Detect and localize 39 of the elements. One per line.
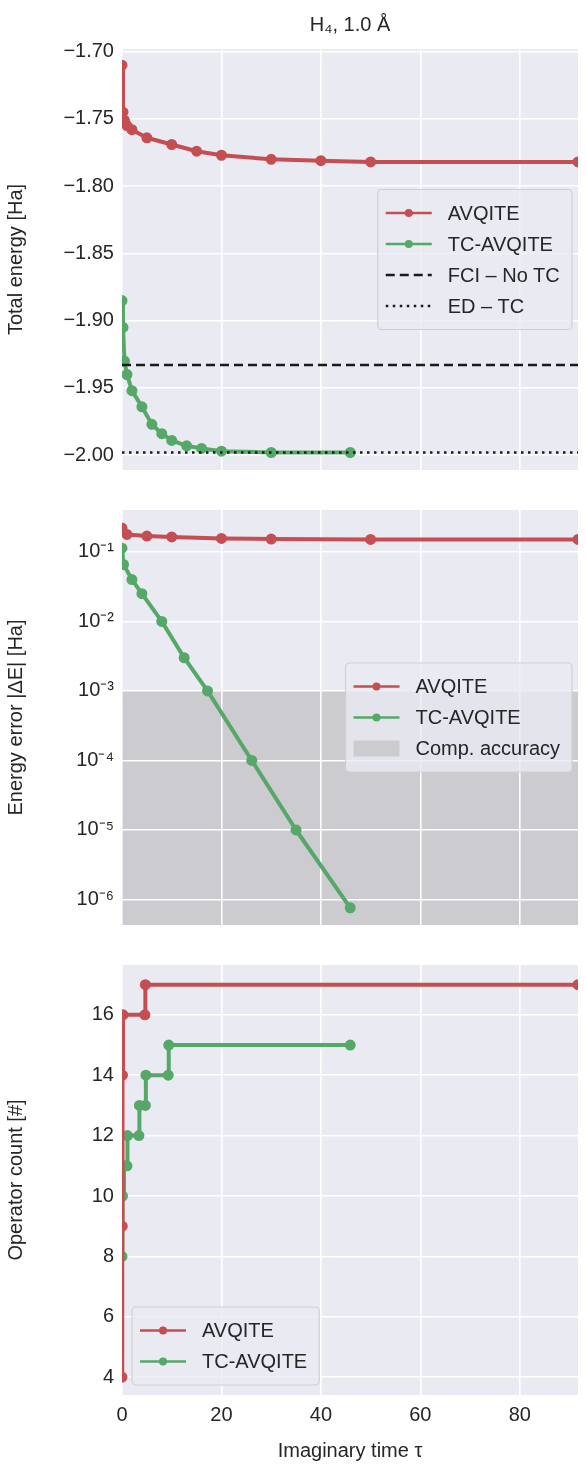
legend-label: TC-AVQITE [202,1350,308,1373]
chart-title: H₄, 1.0 Å [309,12,391,35]
y-tick-label: 16 [91,1002,114,1025]
y-axis-title: Energy error |ΔE| [Ha] [3,619,26,816]
y-tick-label: 10⁻² [78,608,115,631]
y-tick-label: 10⁻³ [78,678,115,701]
x-tick-label: 40 [309,1402,333,1425]
x-axis-title: Imaginary time τ [277,1438,423,1461]
band-label: Comp. accuracy [415,737,561,760]
y-tick-label: 10⁻⁶ [76,887,114,910]
y-axis-title: Operator count [#] [3,1099,26,1261]
x-tick-label: 20 [210,1402,233,1425]
y-tick-label: −1.75 [63,106,114,129]
y-tick-label: 10⁻¹ [78,539,115,562]
y-tick-label: 12 [91,1123,114,1146]
x-tick-label: 80 [508,1402,531,1425]
legend-label: ED – TC [447,294,525,317]
y-tick-label: 10 [91,1183,114,1206]
legend-label: FCI – No TC [447,263,560,286]
y-tick-label: 10⁻⁵ [76,817,114,840]
y-axis-title: Total energy [Ha] [3,183,26,336]
y-tick-label: 8 [102,1243,114,1266]
y-tick-label: −2.00 [63,442,114,465]
legend-label: TC-AVQITE [447,232,553,255]
y-tick-label: −1.70 [63,39,114,62]
y-tick-label: 6 [102,1304,114,1327]
legend-label: AVQITE [202,1319,274,1342]
x-tick-label: 60 [409,1402,432,1425]
y-tick-label: −1.80 [63,173,114,196]
x-tick-label: 0 [116,1402,128,1425]
y-tick-label: 10⁻⁴ [76,747,114,770]
y-tick-label: −1.85 [63,240,114,263]
legend-label: TC-AVQITE [415,706,521,729]
legend-label: AVQITE [447,201,520,224]
y-tick-label: −1.90 [63,308,114,331]
y-tick-label: 14 [91,1062,114,1085]
y-tick-label: 4 [102,1364,114,1387]
y-tick-label: −1.95 [63,375,114,398]
legend-label: AVQITE [415,675,488,698]
